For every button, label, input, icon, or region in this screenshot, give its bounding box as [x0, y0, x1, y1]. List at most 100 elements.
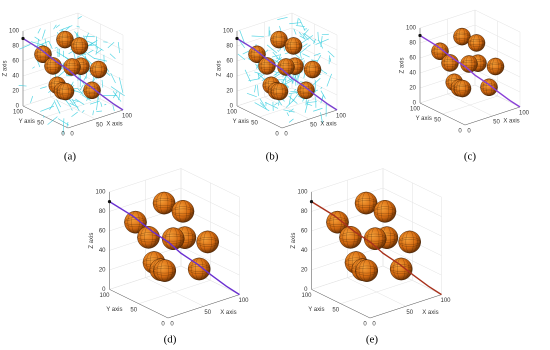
tree-edge	[264, 101, 279, 109]
planned-path	[419, 34, 521, 108]
axis-line	[22, 105, 69, 129]
y-tick-label: 50	[130, 307, 137, 313]
z-tick-label: 60	[99, 228, 106, 234]
tree-edge	[71, 111, 78, 118]
tree-edge	[307, 44, 311, 48]
tree-edge	[301, 35, 314, 44]
z-tick-label: 60	[226, 59, 233, 65]
obstacle-mesh	[401, 230, 418, 254]
obstacle-mesh	[165, 227, 182, 250]
grid-line	[419, 24, 476, 44]
tree-edge	[293, 28, 297, 35]
grid-line	[77, 72, 124, 96]
z-tick-label: 100	[95, 189, 106, 195]
tree-edge	[56, 99, 62, 108]
tree-edge	[89, 100, 100, 105]
obstacle-mesh	[462, 55, 476, 73]
y-tick-label: 100	[13, 110, 24, 116]
x-tick-label: 50	[310, 123, 317, 129]
tree-edge	[315, 38, 329, 45]
z-axis-label: Z axis	[291, 233, 297, 249]
tree-edge	[320, 86, 323, 90]
obstacle-mesh	[390, 264, 413, 274]
tree-edge	[257, 73, 266, 79]
axis-line	[109, 289, 169, 319]
start-point	[107, 200, 112, 204]
tree-edge	[274, 57, 282, 63]
tree-edge	[113, 91, 118, 99]
tree-edge	[40, 86, 47, 89]
y-tick-label: 100	[99, 293, 110, 299]
z-tick-label: 80	[99, 209, 106, 215]
obstacle-mesh	[433, 42, 447, 60]
obstacle-mesh	[171, 206, 195, 217]
obstacle-mesh	[279, 58, 293, 76]
tree-edge	[81, 94, 91, 101]
obstacle-mesh	[358, 191, 374, 215]
tree-edge	[302, 33, 309, 41]
obstacle-mesh	[354, 198, 378, 208]
grid-line	[109, 187, 182, 212]
tree-edge	[96, 96, 99, 111]
y-axis-label: Y axis	[308, 307, 324, 313]
obstacle-mesh	[153, 265, 176, 276]
tree-edge	[306, 101, 317, 104]
panel-caption: (b)	[266, 151, 279, 163]
z-tick-label: 40	[301, 248, 308, 254]
x-axis-label: X axis	[106, 121, 122, 127]
z-tick-label: 20	[409, 86, 416, 92]
tree-edge	[274, 73, 277, 76]
tree-edge	[259, 102, 265, 107]
tree-edge	[303, 32, 316, 43]
z-tick-label: 20	[99, 267, 106, 273]
obstacle-mesh	[250, 45, 264, 63]
x-tick-label: 50	[406, 310, 413, 316]
obstacle-mesh	[367, 227, 384, 250]
planned-path	[22, 37, 124, 111]
x-tick-label: 0	[372, 322, 376, 328]
obstacle-mesh	[480, 83, 498, 92]
obstacle-mesh	[455, 27, 469, 46]
z-tick-label: 80	[409, 41, 416, 47]
tree-edge	[81, 54, 93, 65]
obstacle-mesh	[270, 87, 289, 96]
z-tick-label: 60	[12, 59, 19, 65]
obstacle-mesh	[297, 86, 315, 95]
axis-line	[167, 294, 240, 319]
obstacle-mesh	[56, 35, 74, 44]
obstacle-mesh	[156, 259, 173, 282]
tree-edge	[255, 63, 262, 73]
grid-line	[311, 187, 384, 212]
x-axis-label: X axis	[320, 121, 336, 127]
z-tick-label: 40	[226, 74, 233, 80]
y-tick-label: 100	[410, 107, 421, 113]
z-tick-label: 0	[304, 287, 308, 293]
tree-edge	[66, 75, 72, 77]
grid-line	[236, 27, 293, 47]
z-axis-label: Z axis	[89, 233, 95, 249]
grid-line	[77, 12, 124, 36]
x-tick-label: 0	[467, 129, 471, 135]
start-point	[235, 36, 239, 41]
tree-edge	[34, 36, 41, 41]
obstacle-mesh	[272, 30, 286, 49]
tree-edge	[244, 69, 251, 82]
start-point	[418, 33, 422, 38]
obstacle-mesh	[358, 259, 375, 282]
tree-edge	[257, 72, 260, 78]
tree-edge	[313, 38, 316, 44]
panel-caption: (a)	[64, 151, 77, 163]
tree-edge	[55, 24, 60, 29]
tree-edge	[318, 39, 324, 49]
tree-edge	[91, 43, 104, 51]
x-axis-label: X axis	[503, 118, 519, 124]
tree-edge	[86, 41, 96, 47]
tree-edge	[30, 95, 34, 103]
y-tick-label: 50	[434, 118, 441, 124]
obstacle-mesh	[482, 78, 496, 96]
grid-line	[22, 27, 79, 47]
tree-edge	[76, 25, 80, 28]
obstacle-mesh	[70, 42, 89, 50]
